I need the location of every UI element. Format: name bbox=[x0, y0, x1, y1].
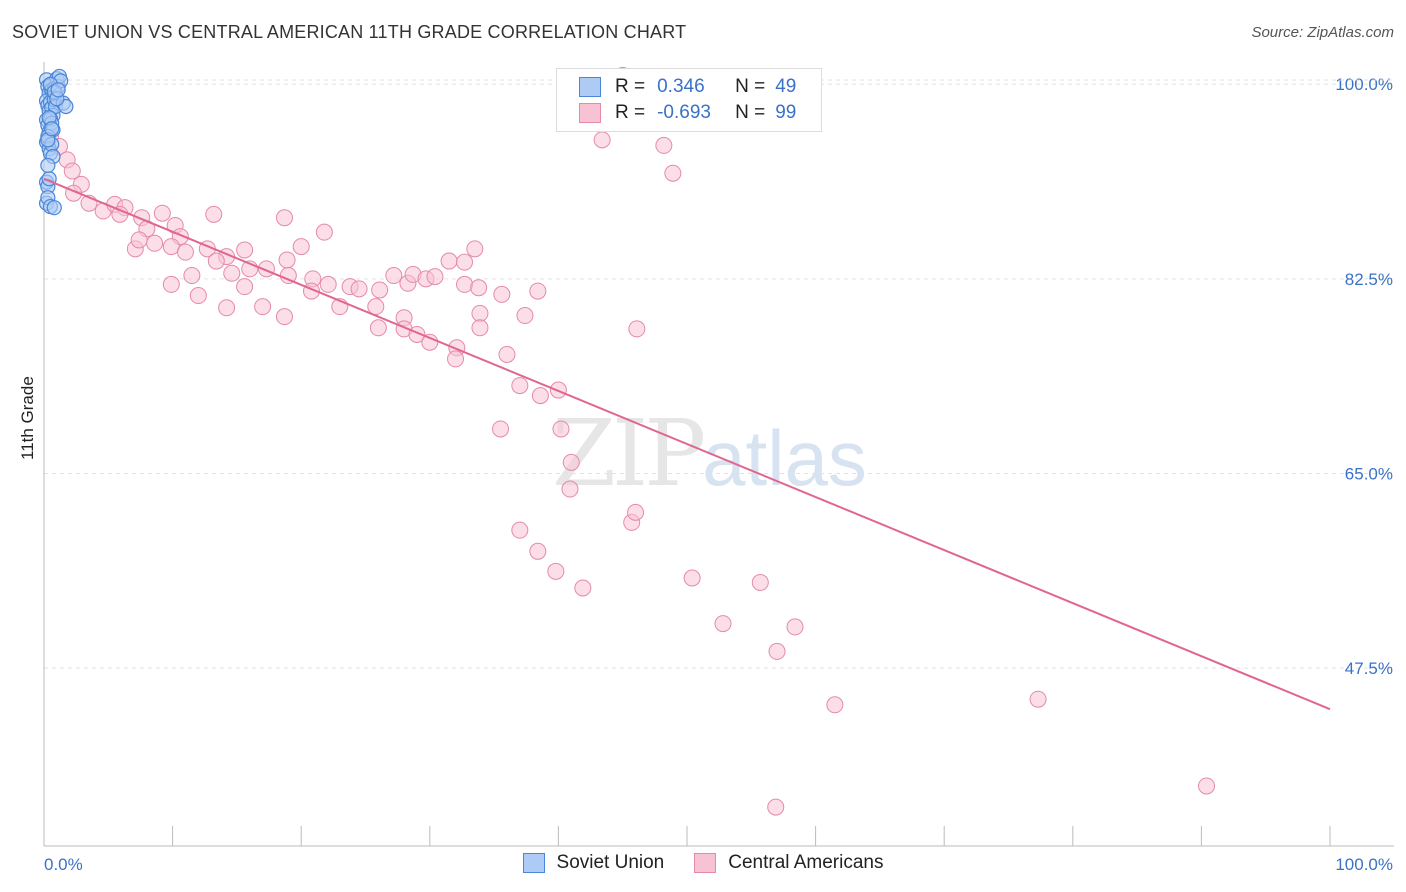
series-legend: Soviet Union Central Americans bbox=[0, 852, 1406, 874]
central-americans-point bbox=[254, 298, 272, 316]
watermark-atlas: atlas bbox=[702, 414, 867, 502]
central-americans-point bbox=[547, 562, 565, 580]
legend-item-central[interactable]: Central Americans bbox=[694, 852, 883, 874]
central-americans-point bbox=[714, 615, 732, 633]
n-label: N = bbox=[735, 102, 766, 123]
central-americans-point bbox=[371, 281, 389, 299]
central-americans-point bbox=[207, 252, 225, 270]
central-americans-point bbox=[319, 275, 337, 293]
central-americans-point bbox=[552, 420, 570, 438]
central-americans-point bbox=[456, 253, 474, 271]
central-americans-point bbox=[529, 542, 547, 560]
central-americans-point bbox=[786, 618, 804, 636]
central-americans-point bbox=[236, 241, 254, 259]
central-americans-point bbox=[683, 569, 701, 587]
soviet-union-point bbox=[40, 157, 56, 174]
n-label: N = bbox=[735, 76, 766, 97]
central-americans-point bbox=[593, 131, 611, 149]
r-value: -0.693 bbox=[657, 102, 711, 123]
central-americans-point bbox=[350, 280, 368, 298]
central-americans-point bbox=[561, 480, 579, 498]
r-value: 0.346 bbox=[657, 76, 705, 97]
central-americans-point bbox=[176, 243, 194, 261]
soviet-union-point bbox=[46, 200, 62, 216]
central-americans-point bbox=[426, 268, 444, 286]
central-americans-point bbox=[516, 307, 534, 325]
central-americans-point bbox=[130, 231, 148, 249]
r-label: R = bbox=[615, 102, 646, 123]
central-americans-point bbox=[768, 642, 786, 660]
central-americans-point bbox=[562, 453, 580, 471]
central-americans-point bbox=[278, 251, 296, 269]
stats-legend-row-soviet: R = 0.346 N = 49 bbox=[579, 74, 796, 100]
central-americans-point bbox=[664, 164, 682, 182]
central-americans-point bbox=[751, 573, 769, 591]
central-americans-point bbox=[471, 319, 489, 337]
soviet-union-point bbox=[50, 82, 66, 98]
central-americans-point bbox=[627, 503, 645, 521]
n-value: 99 bbox=[775, 102, 797, 123]
y-tick-label: 65.0% bbox=[1345, 464, 1393, 483]
chart-title: SOVIET UNION VS CENTRAL AMERICAN 11TH GR… bbox=[12, 22, 687, 42]
central-americans-point bbox=[511, 377, 529, 395]
central-americans-point bbox=[574, 579, 592, 597]
central-americans-point bbox=[466, 240, 484, 258]
y-tick-label: 100.0% bbox=[1335, 75, 1393, 94]
legend-label-soviet: Soviet Union bbox=[556, 852, 665, 873]
central-americans-point bbox=[63, 162, 81, 180]
central-legend-swatch bbox=[694, 853, 717, 873]
central-americans-point bbox=[440, 252, 458, 270]
soviet-union-point bbox=[44, 121, 60, 137]
central-americans-point bbox=[511, 521, 529, 539]
n-value: 49 bbox=[775, 76, 797, 97]
central-americans-point bbox=[236, 278, 254, 296]
central-americans-point bbox=[531, 387, 549, 405]
central-americans-point bbox=[223, 264, 241, 282]
central-americans-point bbox=[315, 223, 333, 241]
central-americans-point bbox=[767, 798, 785, 816]
central-americans-point bbox=[369, 319, 387, 337]
central-americans-point bbox=[218, 299, 236, 317]
source-label: Source: ZipAtlas.com bbox=[1251, 24, 1394, 41]
central-americans-point bbox=[471, 304, 489, 322]
x-tick-label-max: 100.0% bbox=[1335, 855, 1393, 874]
central-americans-point bbox=[385, 267, 403, 285]
legend-item-soviet[interactable]: Soviet Union bbox=[522, 852, 665, 874]
y-tick-label: 82.5% bbox=[1345, 270, 1393, 289]
soviet-legend-swatch bbox=[522, 853, 545, 873]
central-americans-point bbox=[655, 136, 673, 154]
central-americans-point bbox=[447, 350, 465, 368]
stats-legend-row-central: R = -0.693 N = 99 bbox=[579, 100, 796, 126]
x-tick-label-min: 0.0% bbox=[44, 855, 83, 874]
central-swatch bbox=[579, 103, 601, 123]
central-americans-point bbox=[205, 205, 223, 223]
central-americans-point bbox=[146, 234, 164, 252]
soviet-swatch bbox=[579, 77, 601, 97]
central-americans-point bbox=[529, 282, 547, 300]
y-tick-label: 47.5% bbox=[1345, 659, 1393, 678]
central-americans-point bbox=[292, 238, 310, 256]
central-americans-point bbox=[275, 209, 293, 227]
r-label: R = bbox=[615, 76, 646, 97]
legend-label-central: Central Americans bbox=[728, 852, 884, 873]
central-americans-point bbox=[492, 420, 510, 438]
central-americans-point bbox=[153, 204, 171, 222]
central-americans-point bbox=[162, 275, 180, 293]
central-americans-point bbox=[189, 287, 207, 305]
central-americans-point bbox=[628, 320, 646, 338]
central-americans-point bbox=[498, 345, 516, 363]
central-americans-point bbox=[1029, 690, 1047, 708]
central-americans-point bbox=[470, 279, 488, 297]
stats-legend: R = 0.346 N = 49 R = -0.693 N = 99 bbox=[556, 68, 822, 132]
central-americans-point bbox=[456, 275, 474, 293]
central-americans-point bbox=[162, 238, 180, 256]
central-americans-point bbox=[183, 267, 201, 285]
central-americans-trend-line bbox=[43, 177, 1331, 711]
central-americans-point bbox=[826, 696, 844, 714]
central-americans-point bbox=[275, 308, 293, 326]
central-americans-point bbox=[1198, 777, 1216, 795]
central-americans-point bbox=[493, 285, 511, 303]
